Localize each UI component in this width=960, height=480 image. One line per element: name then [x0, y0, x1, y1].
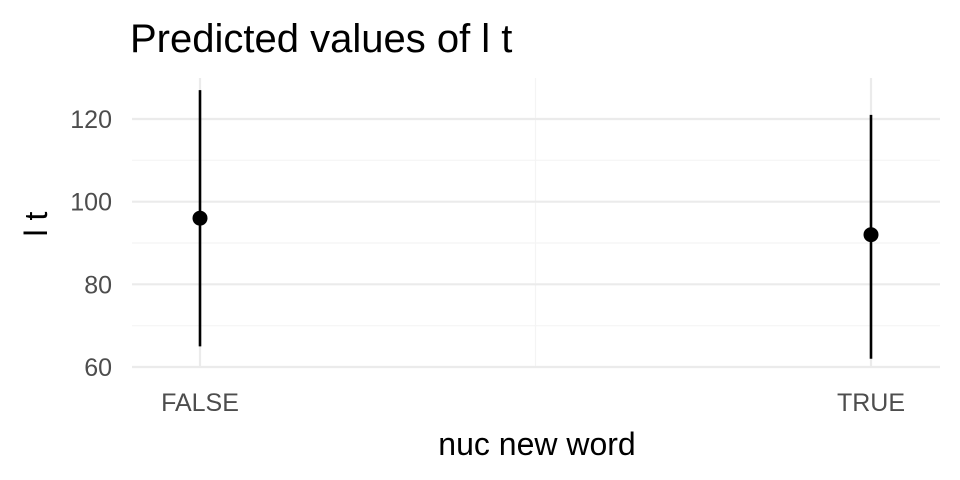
y-tick-label: 80: [84, 271, 112, 299]
x-axis-label: nuc new word: [438, 426, 635, 462]
plot-marks: [192, 90, 879, 359]
y-axis-ticks: 60 80 100 120: [70, 106, 112, 382]
y-axis-label: l t: [18, 211, 54, 236]
chart-title: Predicted values of l t: [130, 17, 512, 61]
data-point: [192, 210, 208, 226]
y-tick-label: 60: [84, 354, 112, 382]
x-tick-label: TRUE: [837, 389, 905, 417]
grid: [132, 78, 940, 369]
y-tick-label: 100: [70, 189, 112, 217]
data-point: [863, 227, 879, 243]
y-tick-label: 120: [70, 106, 112, 134]
x-tick-label: FALSE: [161, 389, 239, 417]
x-axis-ticks: FALSE TRUE: [161, 389, 905, 417]
